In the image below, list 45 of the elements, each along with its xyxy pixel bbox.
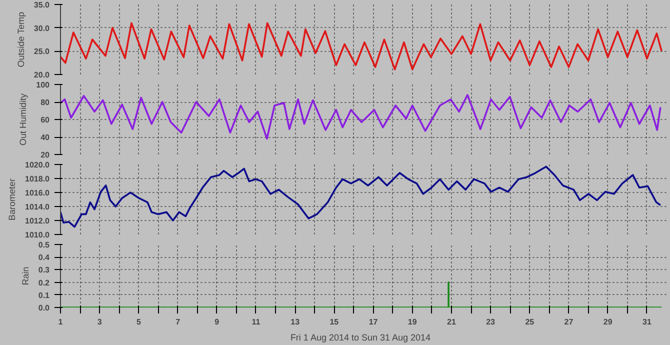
y-tick-label: 20.0 <box>34 70 50 80</box>
y-tick-label: 100 <box>36 80 50 90</box>
y-tick-label: 1010.0 <box>25 230 50 240</box>
x-tick-label: 21 <box>447 318 456 326</box>
y-axis-title: Outside Temp <box>16 12 26 68</box>
x-tick-label: 5 <box>136 318 142 326</box>
x-tick-label: 3 <box>97 318 102 326</box>
y-tick-label: 60 <box>40 116 50 124</box>
y-tick-label: 20 <box>40 150 50 160</box>
y-axis-title: Rain <box>20 266 30 286</box>
x-tick-label: 15 <box>330 318 340 326</box>
x-tick-label: 11 <box>252 318 261 326</box>
x-tick-label: 29 <box>603 318 613 326</box>
x-tick-label: 17 <box>368 318 378 326</box>
y-tick-label: 0.5 <box>38 240 50 250</box>
y-tick-label: 0.3 <box>38 266 50 275</box>
y-tick-label: 1016.0 <box>25 188 50 198</box>
x-tick-label: 31 <box>642 318 652 326</box>
y-axis-title: Barometer <box>7 178 18 221</box>
y-tick-label: 25.0 <box>34 47 50 56</box>
y-tick-label: 35.0 <box>34 0 50 10</box>
x-tick-label: 13 <box>290 318 300 326</box>
y-tick-label: 1014.0 <box>25 202 50 212</box>
x-tick-label: 27 <box>564 318 574 326</box>
x-tick-label: 25 <box>525 318 535 326</box>
x-tick-label: 1 <box>58 318 64 326</box>
x-tick-label: 23 <box>486 318 496 326</box>
line-series <box>60 94 662 140</box>
y-tick-label: 30.0 <box>34 24 50 33</box>
y-tick-label: 80 <box>40 98 50 107</box>
y-tick-label: 0.2 <box>38 278 50 288</box>
line-series <box>60 22 663 70</box>
line-series <box>60 166 662 228</box>
x-tick-label: 9 <box>214 318 220 326</box>
y-tick-label: 40 <box>40 133 50 142</box>
y-tick-label: 0.4 <box>38 253 50 262</box>
y-tick-label: 0.0 <box>38 304 50 312</box>
x-tick-label: 19 <box>408 318 418 326</box>
y-tick-label: 1018.0 <box>25 174 50 184</box>
y-axis-title: Out Humidity <box>18 92 28 146</box>
y-tick-label: 0.1 <box>38 290 50 300</box>
x-tick-label: 7 <box>176 318 181 326</box>
y-tick-label: 1012.0 <box>25 216 50 226</box>
x-axis-title: Fri 1 Aug 2014 to Sun 31 Aug 2014 <box>290 332 431 342</box>
y-tick-label: 1020.0 <box>25 160 50 170</box>
